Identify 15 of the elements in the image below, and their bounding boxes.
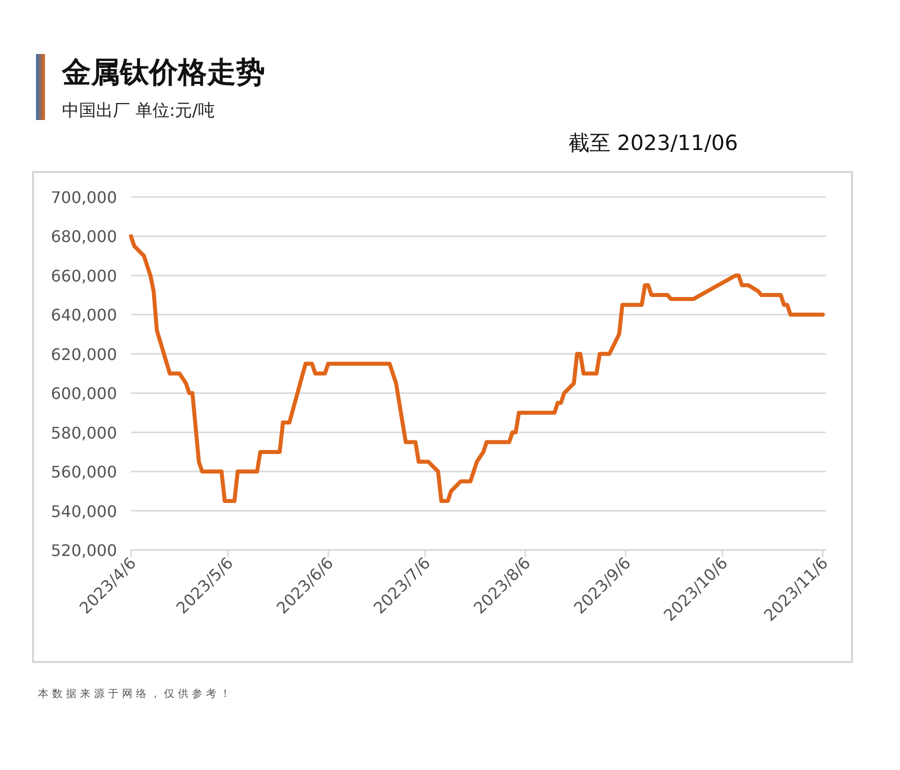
y-tick-label: 620,000 (50, 344, 117, 364)
text: 本数据来源于网络，仅供参考！ (38, 687, 234, 700)
y-tick-label: 700,000 (50, 188, 117, 207)
y-tick-label: 580,000 (50, 423, 117, 442)
chart-subtitle: 中国出厂 单位:元/吨 (62, 101, 215, 121)
y-tick-label: 660,000 (50, 266, 117, 286)
line-series (129, 234, 825, 503)
y-tick-label: 600,000 (50, 384, 117, 404)
y-tick-label: 560,000 (50, 462, 117, 482)
y-tick-label: 540,000 (50, 502, 117, 521)
y-tick-label: 520,000 (50, 541, 117, 560)
chart-title: 金属钛价格走势 (61, 55, 265, 89)
y-tick-label: 680,000 (50, 227, 117, 246)
y-tick-label: 640,000 (50, 306, 117, 325)
text: 截至 2023/11/06 (568, 131, 738, 155)
